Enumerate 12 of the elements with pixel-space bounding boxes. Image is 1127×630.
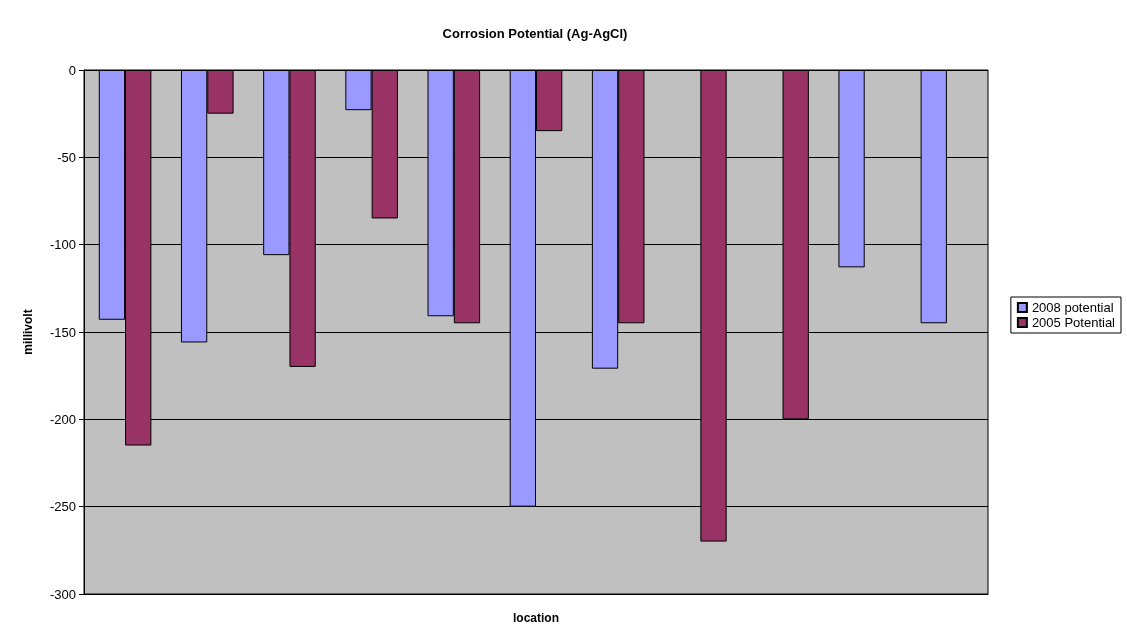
legend-label: 2005 Potential	[1031, 315, 1116, 330]
y-axis-title: millivolt	[21, 309, 35, 355]
y-tick-label: -150	[49, 324, 76, 340]
y-tick-label: -250	[49, 499, 76, 515]
x-axis-title: location	[512, 611, 560, 625]
y-tick-label: -300	[49, 586, 76, 602]
y-tick-label: 0	[68, 62, 76, 78]
y-tick-label: -50	[57, 149, 76, 165]
y-tick-label: -100	[49, 237, 76, 253]
y-tick-label: -200	[49, 411, 76, 427]
chart-title: Corrosion Potential (Ag-AgCl)	[442, 26, 628, 41]
legend-label: 2008 potential	[1031, 300, 1114, 315]
